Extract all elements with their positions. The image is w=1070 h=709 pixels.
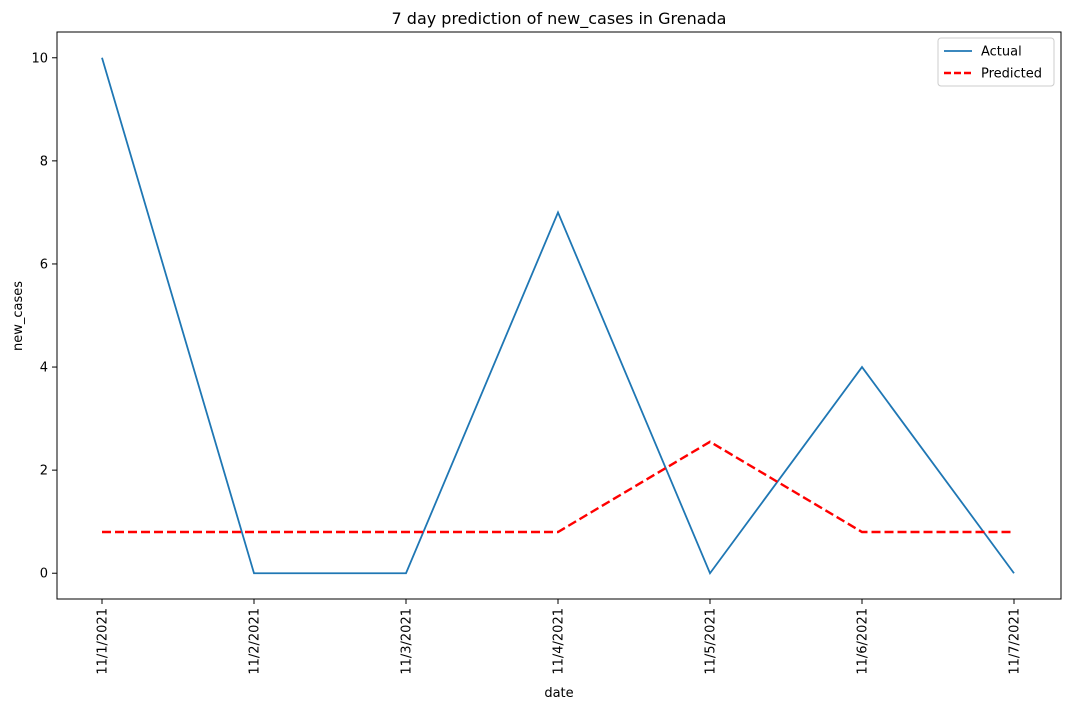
x-axis: 11/1/2021 11/2/2021 11/3/2021 11/4/2021 11/5… (96, 599, 1023, 675)
x-tick-label: 11/4/2021 (552, 608, 567, 675)
y-tick-label: 0 (40, 567, 48, 582)
y-tick-label: 2 (40, 464, 48, 479)
y-tick-label: 10 (31, 51, 48, 66)
y-axis-label: new_cases (11, 281, 26, 351)
series-line-actual (101, 57, 1015, 576)
x-tick-label: 11/6/2021 (856, 608, 871, 675)
series-line-predicted (102, 440, 1014, 534)
y-tick-label: 4 (40, 361, 48, 376)
legend: Actual Predicted (937, 37, 1055, 87)
y-tick-label: 8 (40, 154, 48, 169)
y-axis: 0 2 4 6 8 10 (31, 51, 57, 582)
x-tick-label: 11/3/2021 (400, 608, 415, 675)
x-tick-label: 11/1/2021 (96, 608, 111, 675)
x-tick-label: 11/2/2021 (248, 608, 263, 675)
x-tick-label: 11/5/2021 (704, 608, 719, 675)
x-tick-label: 11/7/2021 (1008, 608, 1023, 675)
legend-label-actual: Actual (981, 45, 1022, 60)
legend-label-predicted: Predicted (981, 67, 1042, 82)
y-tick-label: 6 (40, 257, 48, 272)
series-layer (101, 57, 1015, 576)
chart-title: 7 day prediction of new_cases in Grenada (392, 9, 727, 29)
x-axis-label: date (544, 686, 573, 701)
plot-area-frame (56, 31, 1062, 600)
